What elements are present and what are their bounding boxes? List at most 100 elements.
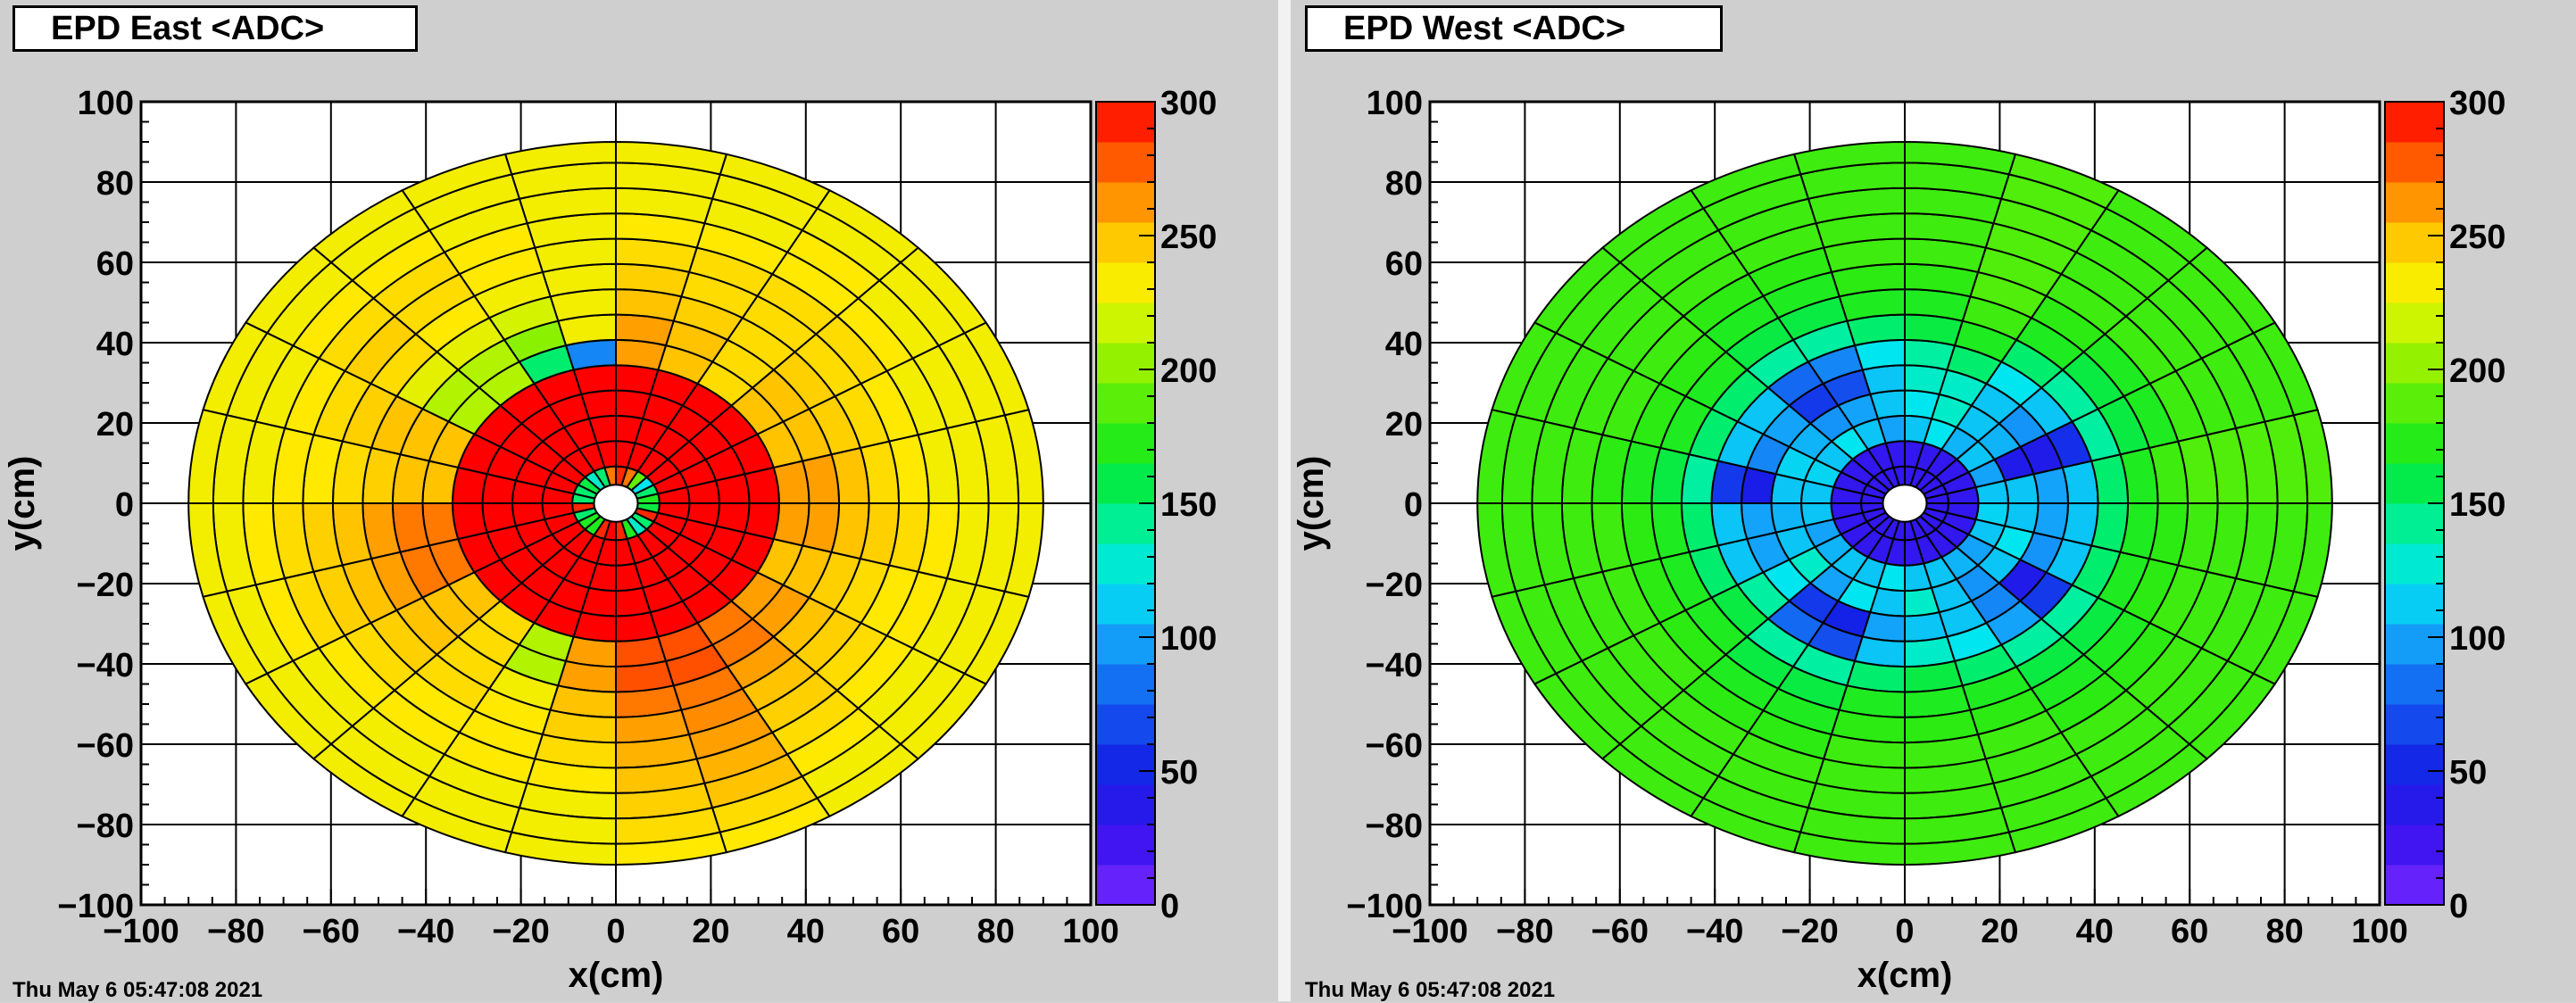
east-chart-title: EPD East <ADC> — [12, 5, 418, 52]
x-tick-label: 0 — [1895, 913, 1914, 950]
x-tick-label: −40 — [397, 913, 454, 950]
x-tick-label: −20 — [492, 913, 549, 950]
color-scale-segment — [1096, 182, 1155, 223]
color-scale-segment — [1096, 664, 1155, 705]
beam-hole — [1882, 484, 1928, 523]
color-scale-segment — [2385, 383, 2444, 424]
y-tick-label: 20 — [1385, 406, 1423, 443]
west-chart-title: EPD West <ADC> — [1305, 5, 1723, 52]
beam-hole — [593, 484, 639, 523]
x-tick-label: −100 — [1392, 913, 1468, 950]
y-tick-label: 60 — [1385, 245, 1423, 283]
z-tick-label: 0 — [1160, 888, 1179, 925]
pad-divider — [1278, 0, 1291, 1001]
color-scale-segment — [1096, 624, 1155, 665]
color-scale-segment — [2385, 624, 2444, 665]
y-tick-label: −80 — [77, 808, 134, 845]
color-scale-segment — [2385, 865, 2444, 906]
x-tick-label: 80 — [976, 913, 1014, 950]
color-scale-segment — [1096, 222, 1155, 263]
color-scale-segment — [1096, 383, 1155, 424]
y-tick-label: −100 — [1346, 888, 1423, 925]
color-scale-segment — [1096, 543, 1155, 584]
y-tick-label: 100 — [1367, 85, 1423, 122]
east-pad: EPD East <ADC> −100 −80 −60 −40 −20 0 20 40 60 80… — [0, 0, 1278, 1002]
z-tick-label: 250 — [2449, 219, 2505, 256]
x-tick-label: 80 — [2265, 913, 2303, 950]
y-tick-label: 80 — [96, 165, 134, 203]
x-tick-label: 20 — [1981, 913, 2018, 950]
color-scale-segment — [2385, 463, 2444, 504]
color-scale-segment — [2385, 503, 2444, 544]
x-tick-label: −20 — [1781, 913, 1838, 950]
east-heatmap: −100 −80 −60 −40 −20 0 20 40 60 80 100100806040200… — [3, 85, 1217, 995]
y-tick-label: −20 — [77, 567, 134, 604]
color-scale-segment — [2385, 543, 2444, 584]
west-timestamp: Thu May 6 05:47:08 2021 — [1305, 978, 1556, 1002]
tick-marks — [1429, 101, 2381, 906]
y-tick-label: −40 — [77, 647, 134, 684]
x-tick-label: −40 — [1686, 913, 1743, 950]
y-tick-label: −80 — [1366, 808, 1423, 845]
color-scale-segment — [1096, 343, 1155, 384]
z-tick-label: 300 — [1160, 85, 1217, 122]
color-scale-segment — [1096, 825, 1155, 866]
x-axis-title: x(cm) — [569, 956, 664, 995]
z-tick-label: 50 — [1160, 754, 1198, 792]
color-scale-segment — [2385, 303, 2444, 344]
z-tick-label: 200 — [2449, 352, 2505, 390]
west-pad: EPD West <ADC> −100 −80 −60 −40 −20 0 20 40 60 80… — [1291, 0, 2576, 1002]
x-tick-label: 20 — [692, 913, 729, 950]
z-tick-label: 250 — [1160, 219, 1217, 256]
y-tick-label: 100 — [78, 85, 134, 122]
color-scale-segment — [2385, 262, 2444, 303]
z-tick-label: 150 — [2449, 486, 2505, 524]
x-tick-label: 60 — [882, 913, 919, 950]
east-timestamp: Thu May 6 05:47:08 2021 — [12, 978, 263, 1002]
x-tick-label: 40 — [787, 913, 825, 950]
color-scale-segment — [2385, 744, 2444, 785]
tile — [744, 502, 781, 541]
color-scale-segment — [1096, 262, 1155, 303]
tile — [1861, 610, 1906, 642]
color-scale-segment — [1096, 463, 1155, 504]
y-tick-label: 80 — [1385, 165, 1423, 203]
x-tick-label: −60 — [303, 913, 360, 950]
y-tick-label: 20 — [96, 406, 134, 443]
color-scale-segment — [2385, 222, 2444, 263]
color-scale-segment — [1096, 142, 1155, 183]
color-scale-segment — [1096, 102, 1155, 143]
color-scale-segment — [2385, 664, 2444, 705]
color-scale-segment — [2385, 825, 2444, 866]
color-scale-segment — [2385, 182, 2444, 223]
color-scale — [1095, 101, 1156, 906]
color-scale-segment — [1096, 303, 1155, 344]
tiles — [1476, 140, 2333, 866]
color-scale-segment — [2385, 142, 2444, 183]
y-tick-label: 0 — [115, 486, 134, 524]
tile — [1740, 466, 1777, 504]
color-scale-segment — [1096, 744, 1155, 785]
tile — [572, 610, 617, 642]
tile — [451, 466, 488, 504]
z-tick-label: 50 — [2449, 754, 2487, 792]
y-axis-title: y(cm) — [1292, 456, 1331, 551]
y-tick-label: −20 — [1366, 567, 1423, 604]
color-scale-segment — [1096, 423, 1155, 464]
z-tick-label: 0 — [2449, 888, 2468, 925]
x-tick-label: −80 — [1496, 913, 1553, 950]
color-scale-segment — [1096, 584, 1155, 625]
x-tick-label: −80 — [207, 913, 264, 950]
tile — [2032, 502, 2070, 541]
west-heatmap: −100 −80 −60 −40 −20 0 20 40 60 80 100100806040200… — [1292, 85, 2505, 995]
y-tick-label: −40 — [1366, 647, 1423, 684]
color-scale-segment — [2385, 584, 2444, 625]
x-tick-label: 100 — [1062, 913, 1118, 950]
z-tick-label: 100 — [2449, 620, 2505, 658]
tick-marks — [140, 101, 1092, 906]
x-tick-label: 60 — [2171, 913, 2208, 950]
tile — [2292, 502, 2333, 599]
x-tick-label: 40 — [2076, 913, 2114, 950]
color-scale-segment — [1096, 503, 1155, 544]
tiles — [187, 140, 1044, 866]
